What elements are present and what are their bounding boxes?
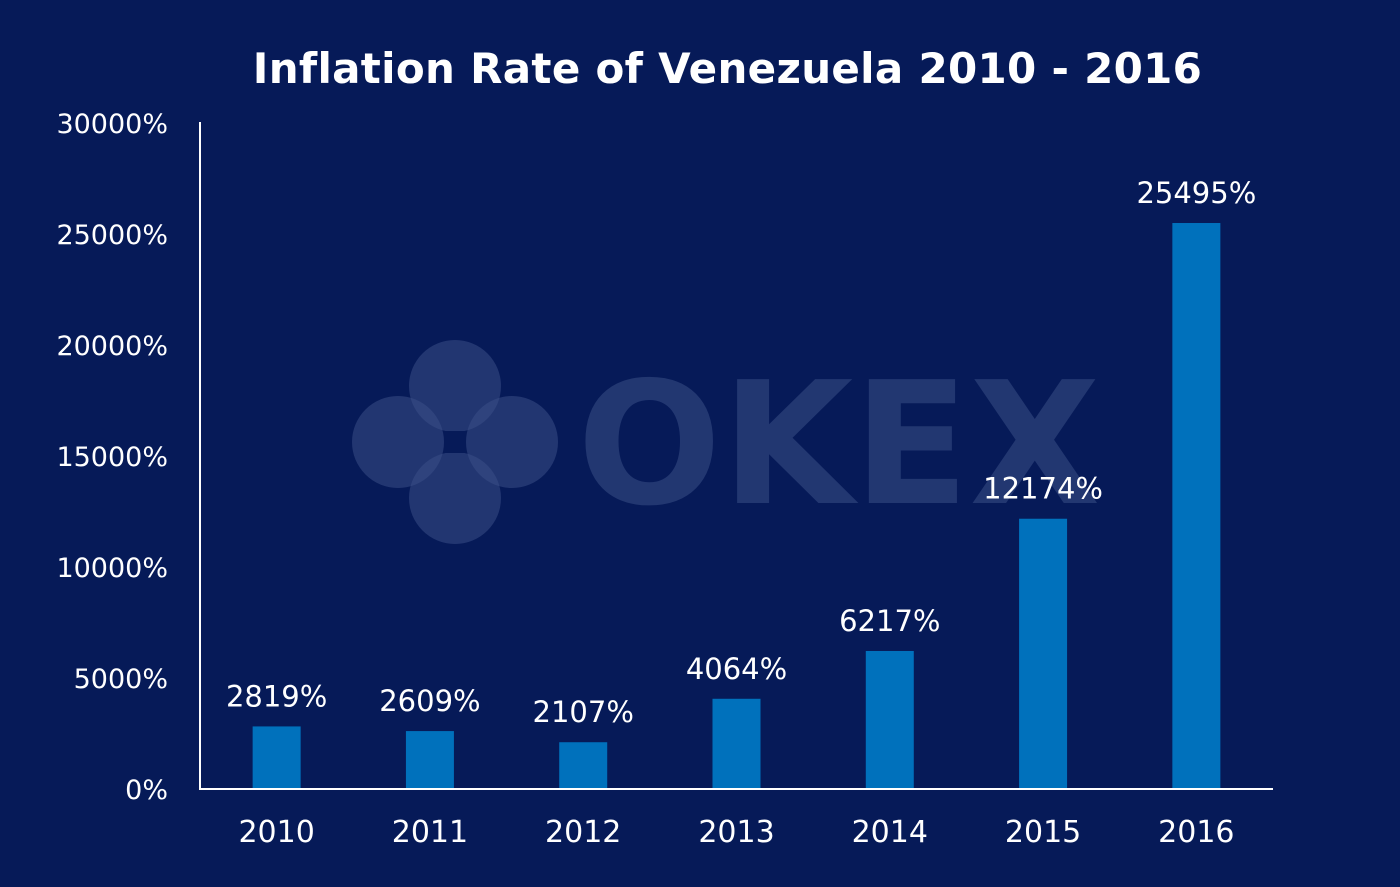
x-tick-label: 2016 <box>1158 815 1234 850</box>
bar-2014 <box>865 650 914 789</box>
bar-2010 <box>252 726 301 789</box>
x-tick-label: 2011 <box>392 815 468 850</box>
bar-2011 <box>405 731 454 789</box>
data-label-2013: 4064% <box>686 652 787 686</box>
data-label-2015: 12174% <box>983 472 1103 506</box>
bar-2016 <box>1172 223 1221 790</box>
x-tick-label: 2014 <box>852 815 928 850</box>
bar-2015 <box>1019 518 1068 789</box>
y-tick-label: 25000% <box>56 220 168 251</box>
okex-watermark: OKEX <box>352 340 1100 544</box>
y-tick-label: 15000% <box>56 442 168 473</box>
x-tick-label: 2013 <box>698 815 774 850</box>
data-label-2012: 2107% <box>533 695 634 729</box>
y-tick-label: 20000% <box>56 331 168 362</box>
bar-2012 <box>559 742 608 789</box>
y-tick-label: 10000% <box>56 553 168 584</box>
x-tick-label: 2012 <box>545 815 621 850</box>
data-label-2014: 6217% <box>839 604 940 638</box>
y-tick-label: 5000% <box>74 664 168 695</box>
x-tick-label: 2015 <box>1005 815 1081 850</box>
chart-title: Inflation Rate of Venezuela 2010 - 2016 <box>252 44 1203 93</box>
x-tick-label: 2010 <box>238 815 314 850</box>
y-tick-label: 0% <box>125 775 168 806</box>
data-label-2016: 25495% <box>1136 176 1256 210</box>
data-label-2011: 2609% <box>379 684 480 718</box>
y-tick-label: 30000% <box>56 109 168 140</box>
bar-2013 <box>712 698 761 789</box>
data-label-2010: 2819% <box>226 679 327 713</box>
watermark-text: OKEX <box>577 346 1100 544</box>
okex-logo-icon <box>352 340 558 544</box>
